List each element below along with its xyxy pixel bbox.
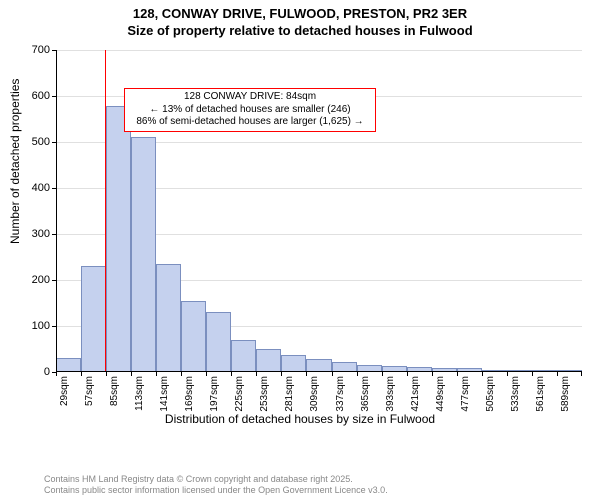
- histogram-bar: [106, 106, 131, 372]
- xtick-label: 477sqm: [460, 376, 471, 412]
- xtick-mark: [256, 372, 257, 376]
- xtick-label: 253sqm: [259, 376, 270, 412]
- xtick-mark: [382, 372, 383, 376]
- xtick-label: 449sqm: [435, 376, 446, 412]
- xtick-mark: [332, 372, 333, 376]
- ytick-label: 500: [32, 136, 50, 148]
- xtick-label: 197sqm: [209, 376, 220, 412]
- histogram-bar: [281, 355, 306, 372]
- xtick-mark: [206, 372, 207, 376]
- ytick-label: 600: [32, 90, 50, 102]
- callout-line-3: 86% of semi-detached houses are larger (…: [131, 116, 369, 129]
- xtick-label: 393sqm: [385, 376, 396, 412]
- xtick-label: 309sqm: [309, 376, 320, 412]
- histogram-bar: [131, 137, 156, 372]
- xtick-label: 57sqm: [84, 376, 95, 406]
- footer-line-1: Contains HM Land Registry data © Crown c…: [44, 474, 388, 485]
- xtick-mark: [281, 372, 282, 376]
- histogram-bar: [206, 312, 231, 372]
- subject-marker-line: [105, 50, 106, 372]
- xtick-label: 561sqm: [535, 376, 546, 412]
- xtick-mark: [131, 372, 132, 376]
- x-axis-line: [56, 371, 582, 372]
- histogram-bar: [81, 266, 106, 372]
- ytick-label: 100: [32, 320, 50, 332]
- xtick-mark: [231, 372, 232, 376]
- xtick-label: 281sqm: [284, 376, 295, 412]
- xtick-mark: [581, 372, 582, 376]
- callout-box: 128 CONWAY DRIVE: 84sqm ← 13% of detache…: [124, 88, 376, 132]
- xtick-label: 505sqm: [485, 376, 496, 412]
- ytick-label: 700: [32, 44, 50, 56]
- xtick-label: 169sqm: [184, 376, 195, 412]
- histogram-bar: [56, 358, 81, 372]
- histogram-bar: [156, 264, 181, 372]
- footer-line-2: Contains public sector information licen…: [44, 485, 388, 496]
- xtick-mark: [482, 372, 483, 376]
- ytick-label: 0: [44, 366, 50, 378]
- callout-line-1: 128 CONWAY DRIVE: 84sqm: [131, 91, 369, 104]
- xtick-label: 225sqm: [234, 376, 245, 412]
- xtick-mark: [181, 372, 182, 376]
- footer-attribution: Contains HM Land Registry data © Crown c…: [44, 474, 388, 496]
- xtick-mark: [432, 372, 433, 376]
- histogram-bar: [181, 301, 206, 372]
- xtick-label: 421sqm: [410, 376, 421, 412]
- xtick-mark: [357, 372, 358, 376]
- xtick-mark: [407, 372, 408, 376]
- xtick-label: 113sqm: [134, 376, 145, 411]
- xtick-label: 365sqm: [360, 376, 371, 412]
- xtick-label: 29sqm: [59, 376, 70, 406]
- y-axis-label: Number of detached properties: [8, 79, 22, 244]
- title-line-2: Size of property relative to detached ho…: [0, 23, 600, 40]
- xtick-mark: [507, 372, 508, 376]
- xtick-label: 589sqm: [560, 376, 571, 412]
- xtick-mark: [557, 372, 558, 376]
- xtick-mark: [457, 372, 458, 376]
- x-axis-label: Distribution of detached houses by size …: [0, 412, 600, 426]
- ytick-label: 200: [32, 274, 50, 286]
- grid-line: [56, 50, 582, 51]
- xtick-mark: [56, 372, 57, 376]
- ytick-label: 400: [32, 182, 50, 194]
- histogram-bar: [231, 340, 256, 372]
- chart-title: 128, CONWAY DRIVE, FULWOOD, PRESTON, PR2…: [0, 0, 600, 40]
- xtick-label: 533sqm: [510, 376, 521, 412]
- xtick-mark: [532, 372, 533, 376]
- xtick-mark: [306, 372, 307, 376]
- xtick-mark: [106, 372, 107, 376]
- histogram-bar: [256, 349, 281, 372]
- xtick-label: 337sqm: [335, 376, 346, 412]
- callout-line-2: ← 13% of detached houses are smaller (24…: [131, 104, 369, 117]
- xtick-label: 85sqm: [109, 376, 120, 406]
- xtick-mark: [81, 372, 82, 376]
- title-line-1: 128, CONWAY DRIVE, FULWOOD, PRESTON, PR2…: [0, 6, 600, 23]
- xtick-mark: [156, 372, 157, 376]
- y-axis-line: [56, 50, 57, 372]
- xtick-label: 141sqm: [159, 376, 170, 412]
- ytick-label: 300: [32, 228, 50, 240]
